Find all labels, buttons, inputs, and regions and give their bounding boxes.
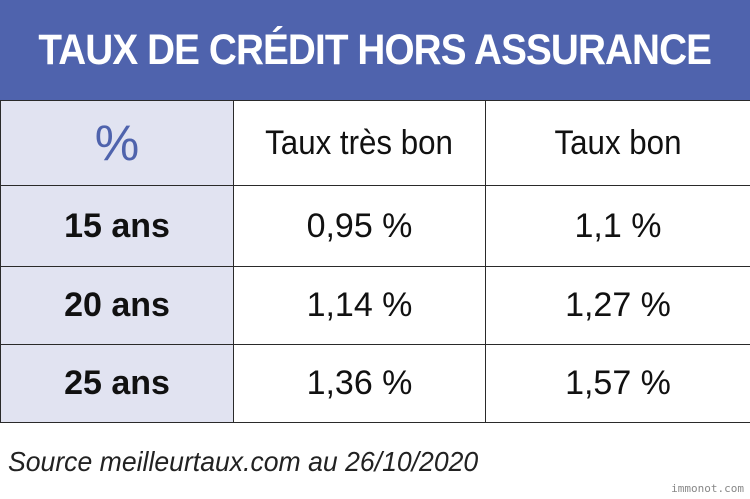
table-cell: 1,57 % [485,344,750,423]
row-header-20-ans: 20 ans [0,266,234,345]
row-header-15-ans: 15 ans [0,185,234,267]
column-header-tres-bon: Taux très bon [233,100,486,186]
table-row: 20 ans 1,14 % 1,27 % [0,266,750,345]
table-cell: 1,14 % [233,266,486,345]
table-row: 15 ans 0,95 % 1,1 % [0,185,750,267]
watermark: immonot.com [671,482,744,495]
table-row: 25 ans 1,36 % 1,57 % [0,344,750,423]
page-title: TAUX DE CRÉDIT HORS ASSURANCE [38,25,713,74]
source-caption: Source meilleurtaux.com au 26/10/2020 [8,446,479,477]
table-header-row: % Taux très bon Taux bon [0,100,750,186]
table-cell: 1,36 % [233,344,486,423]
percent-symbol: % [0,100,234,186]
table-cell: 0,95 % [233,185,486,267]
column-header-label: Taux bon [554,123,682,162]
table-cell: 1,1 % [485,185,750,267]
table-cell: 1,27 % [485,266,750,345]
rates-table: % Taux très bon Taux bon 15 ans 0,95 % 1… [0,100,750,423]
title-banner: TAUX DE CRÉDIT HORS ASSURANCE [0,0,750,100]
column-header-label: Taux très bon [265,123,454,162]
column-header-bon: Taux bon [485,100,750,186]
rates-card: TAUX DE CRÉDIT HORS ASSURANCE % Taux trè… [0,0,750,423]
row-header-25-ans: 25 ans [0,344,234,423]
